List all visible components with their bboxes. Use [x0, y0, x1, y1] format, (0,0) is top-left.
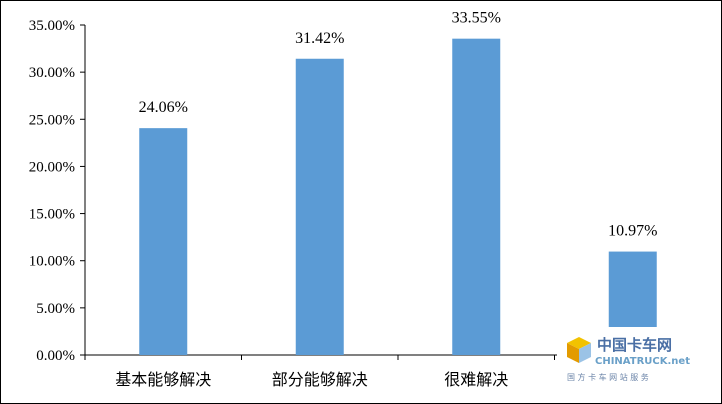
category-label: 部分能够解决: [272, 370, 368, 389]
y-axis: 0.00% 5.00% 10.00% 15.00% 20.00% 25.00% 30.00%…: [29, 18, 86, 364]
bar: [139, 128, 188, 355]
watermark: 中国卡车网 CHINATRUCK.net 国 方 卡 车 网 站 服 务: [557, 327, 721, 403]
watermark-cn-text: 中国卡车网: [597, 336, 672, 354]
data-label: 10.97%: [608, 223, 657, 240]
data-label: 31.42%: [295, 30, 344, 47]
y-tick-label: 25.00%: [29, 112, 75, 128]
bars: [139, 38, 657, 356]
y-tick-label: 10.00%: [29, 254, 75, 270]
bar: [295, 58, 344, 356]
category-label: 很难解决: [444, 370, 508, 389]
bar: [452, 38, 501, 356]
y-tick-label: 0.00%: [36, 348, 75, 364]
watermark-en-text: CHINATRUCK.net: [595, 356, 690, 367]
y-tick-label: 35.00%: [29, 18, 75, 34]
y-tick-label: 20.00%: [29, 159, 75, 175]
y-tick-label: 15.00%: [29, 207, 75, 223]
y-tick-label: 5.00%: [36, 301, 75, 317]
data-label: 24.06%: [139, 99, 188, 116]
y-tick-label: 30.00%: [29, 65, 75, 81]
category-label: 基本能够解决: [115, 370, 211, 389]
category-labels: 基本能够解决 部分能够解决 很难解决: [115, 370, 508, 389]
data-labels: 24.06% 31.42% 33.55% 10.97%: [139, 10, 658, 240]
watermark-en-main: CHINATRUCK: [595, 356, 669, 367]
watermark-sub-text: 国 方 卡 车 网 站 服 务: [567, 372, 649, 382]
watermark-en-suffix: .net: [668, 356, 691, 367]
cube-logo-icon: [567, 337, 591, 363]
data-label: 33.55%: [452, 10, 501, 27]
